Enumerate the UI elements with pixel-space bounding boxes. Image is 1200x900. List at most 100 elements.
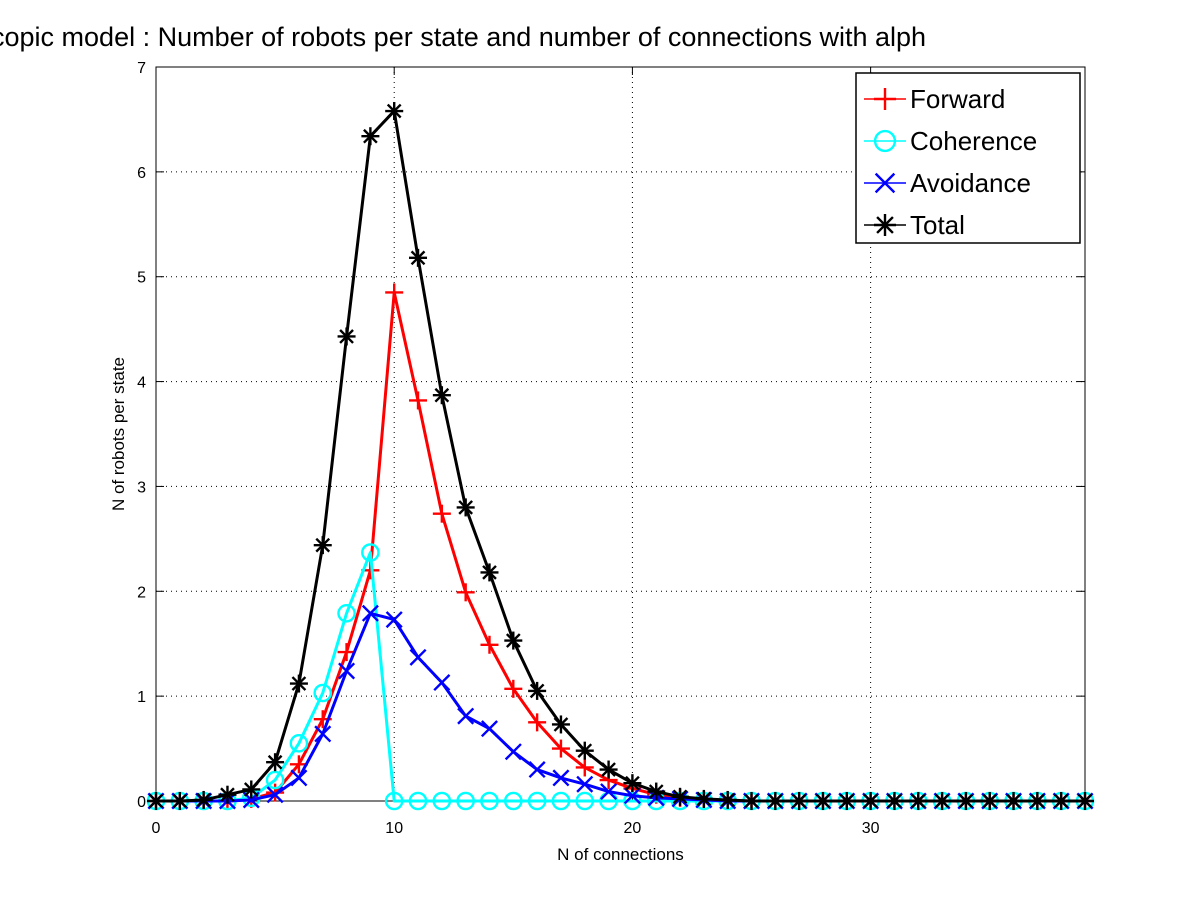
data-point-coherence	[527, 791, 547, 811]
series-coherence	[146, 543, 1095, 811]
x-axis-label: N of connections	[557, 845, 684, 864]
legend-item-coherence: Coherence	[864, 126, 1037, 156]
data-point-total	[694, 789, 713, 808]
y-tick-label: 4	[137, 375, 146, 392]
y-tick-label: 6	[137, 165, 146, 182]
legend-marker-avoidance	[874, 172, 896, 194]
data-point-avoidance	[552, 769, 570, 787]
data-point-forward	[575, 758, 594, 777]
data-point-avoidance	[504, 743, 522, 761]
data-point-total	[266, 753, 285, 772]
data-point-total	[1004, 792, 1023, 810]
data-point-coherence	[456, 791, 475, 811]
data-point-total	[1076, 792, 1094, 810]
data-point-coherence	[289, 734, 309, 753]
y-tick-label: 5	[137, 270, 146, 287]
x-tick-label: 30	[862, 820, 880, 837]
x-tick-label: 10	[385, 820, 403, 837]
series-avoidance	[147, 604, 1094, 810]
data-point-forward	[409, 391, 428, 410]
data-point-avoidance	[576, 775, 594, 793]
data-point-coherence	[480, 791, 499, 811]
data-point-coherence	[575, 791, 595, 811]
data-point-forward	[504, 679, 523, 698]
data-point-total	[623, 774, 642, 793]
chart-title: croscopic model : Number of robots per s…	[0, 22, 926, 52]
data-point-coherence	[337, 604, 356, 623]
data-point-coherence	[551, 791, 571, 811]
data-point-coherence	[623, 791, 642, 811]
data-point-coherence	[504, 791, 523, 811]
data-point-total	[837, 792, 856, 810]
data-point-avoidance	[290, 769, 308, 787]
data-point-total	[575, 741, 594, 760]
data-point-total	[456, 498, 475, 517]
data-point-avoidance	[457, 707, 475, 725]
data-point-coherence	[384, 791, 404, 811]
data-point-avoidance	[600, 783, 618, 801]
data-point-total	[861, 792, 880, 810]
data-point-total	[432, 386, 451, 405]
legend-label-total: Total	[910, 210, 965, 240]
series-forward	[147, 283, 1094, 810]
data-point-avoidance	[409, 648, 427, 666]
legend: Forward Coherence Avoidance Total	[855, 72, 1081, 244]
legend-marker-forward	[874, 88, 896, 110]
data-point-total	[313, 536, 332, 555]
data-point-total	[1028, 792, 1047, 810]
data-point-avoidance	[361, 604, 379, 622]
series-layer	[146, 102, 1095, 811]
data-point-forward	[432, 504, 451, 523]
y-tick-label: 1	[137, 689, 146, 706]
data-point-total	[813, 792, 832, 810]
data-point-forward	[456, 583, 475, 602]
y-axis-label: N of robots per state	[109, 357, 128, 511]
legend-item-forward: Forward	[864, 84, 1005, 114]
y-tick-label: 3	[137, 479, 146, 496]
data-point-total	[956, 792, 975, 810]
legend-item-avoidance: Avoidance	[864, 168, 1031, 198]
data-point-avoidance	[314, 725, 332, 743]
data-point-total	[885, 792, 904, 810]
data-point-total	[337, 327, 356, 346]
data-point-avoidance	[338, 662, 356, 680]
data-point-forward	[266, 783, 285, 802]
data-point-coherence	[361, 543, 380, 562]
series-line-forward	[156, 290, 1085, 803]
data-point-total	[766, 792, 785, 810]
y-tick-label: 2	[137, 584, 146, 601]
legend-label-avoidance: Avoidance	[910, 168, 1031, 198]
data-point-coherence	[432, 791, 452, 811]
series-line-total	[156, 109, 1085, 803]
series-total	[147, 102, 1094, 810]
data-point-total	[361, 127, 380, 146]
data-point-total	[1052, 792, 1071, 810]
data-point-total	[742, 792, 761, 810]
legend-label-coherence: Coherence	[910, 126, 1037, 156]
data-point-total	[718, 790, 737, 809]
data-point-total	[599, 760, 618, 779]
legend-marker-total	[874, 214, 896, 236]
data-point-avoidance	[385, 611, 403, 629]
data-point-total	[409, 248, 428, 267]
data-point-total	[289, 674, 308, 693]
data-point-avoidance	[623, 787, 641, 805]
data-point-forward	[385, 283, 404, 302]
data-point-avoidance	[266, 786, 284, 804]
data-point-total	[671, 787, 690, 806]
data-point-total	[480, 563, 499, 582]
data-point-avoidance	[433, 674, 451, 692]
y-tick-label: 0	[137, 794, 146, 811]
data-point-coherence	[408, 791, 428, 811]
legend-box	[855, 72, 1081, 244]
data-point-avoidance	[528, 761, 546, 779]
data-point-total	[647, 782, 666, 801]
data-point-total	[170, 792, 189, 810]
axis-ticks: 0 10 20 30 0 1 2 3 4 5 6 7	[137, 60, 1085, 837]
data-point-total	[909, 792, 928, 810]
data-point-forward	[551, 739, 570, 758]
data-point-total	[242, 780, 261, 799]
data-point-total	[504, 631, 523, 650]
x-tick-label: 20	[624, 820, 642, 837]
